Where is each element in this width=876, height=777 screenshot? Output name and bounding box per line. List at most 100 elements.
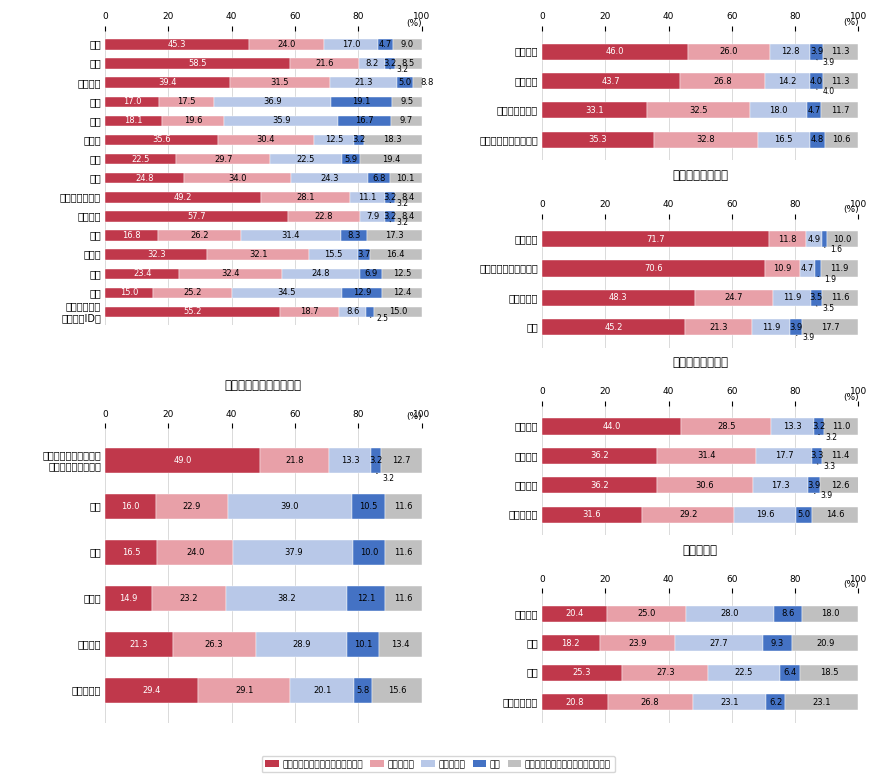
Bar: [105, 154, 176, 165]
Bar: [364, 134, 421, 145]
Text: 18.3: 18.3: [384, 135, 402, 145]
Bar: [393, 39, 421, 50]
Text: 11.9: 11.9: [762, 322, 781, 332]
Bar: [542, 448, 656, 464]
Bar: [395, 211, 421, 221]
Text: 3.9: 3.9: [815, 492, 833, 500]
Text: 18.0: 18.0: [821, 609, 839, 618]
Bar: [792, 636, 858, 651]
Text: 3.9: 3.9: [808, 481, 821, 490]
Text: 31.4: 31.4: [282, 231, 300, 240]
Bar: [381, 448, 421, 473]
Text: 3.7: 3.7: [357, 250, 371, 260]
Text: 15.5: 15.5: [324, 250, 343, 260]
Bar: [825, 131, 858, 148]
Text: 11.1: 11.1: [358, 193, 377, 202]
Bar: [105, 678, 198, 703]
Bar: [542, 73, 681, 89]
Bar: [105, 58, 290, 69]
Bar: [693, 694, 766, 710]
Text: 32.8: 32.8: [696, 135, 715, 145]
Text: 6.2: 6.2: [769, 698, 782, 706]
Text: 29.4: 29.4: [143, 686, 161, 695]
Text: 21.3: 21.3: [710, 322, 728, 332]
Text: 3.2: 3.2: [384, 212, 397, 221]
Bar: [105, 173, 184, 183]
Bar: [324, 39, 378, 50]
Bar: [367, 230, 421, 241]
Bar: [642, 507, 734, 523]
Text: 55.2: 55.2: [183, 308, 201, 316]
Bar: [249, 39, 324, 50]
Text: 17.7: 17.7: [821, 322, 840, 332]
Bar: [215, 96, 331, 107]
Bar: [158, 540, 233, 565]
Text: 18.1: 18.1: [124, 117, 143, 125]
Text: (%): (%): [843, 205, 858, 214]
Bar: [622, 664, 709, 681]
Text: 3.2: 3.2: [370, 456, 383, 465]
Text: 44.0: 44.0: [603, 422, 621, 431]
Bar: [383, 287, 421, 298]
Bar: [105, 249, 208, 260]
Text: 12.5: 12.5: [392, 270, 411, 278]
Text: 30.4: 30.4: [257, 135, 275, 145]
Bar: [152, 586, 226, 611]
Bar: [290, 58, 358, 69]
Bar: [750, 103, 807, 118]
Text: 17.3: 17.3: [385, 231, 404, 240]
Text: (%): (%): [843, 580, 858, 589]
Text: 13.3: 13.3: [783, 422, 802, 431]
Text: 10.1: 10.1: [354, 640, 372, 649]
Text: 15.6: 15.6: [388, 686, 406, 695]
Bar: [105, 78, 230, 88]
Text: 4.8: 4.8: [810, 135, 824, 145]
Bar: [810, 73, 823, 89]
Text: 10.9: 10.9: [774, 264, 792, 273]
Text: 12.1: 12.1: [357, 594, 375, 603]
Text: 28.1: 28.1: [296, 193, 314, 202]
Text: 9.5: 9.5: [400, 97, 413, 106]
Text: 3.3: 3.3: [810, 451, 823, 460]
Text: 13.3: 13.3: [341, 456, 359, 465]
Text: 26.3: 26.3: [205, 640, 223, 649]
Bar: [758, 131, 809, 148]
Bar: [105, 116, 162, 126]
Text: 71.7: 71.7: [646, 235, 665, 243]
Bar: [823, 448, 858, 464]
Bar: [339, 307, 366, 317]
Bar: [152, 287, 232, 298]
Bar: [226, 586, 347, 611]
Text: 39.4: 39.4: [159, 78, 177, 87]
Bar: [291, 173, 368, 183]
Text: 9.3: 9.3: [771, 639, 784, 648]
Text: (%): (%): [406, 413, 421, 421]
Text: 4.0: 4.0: [809, 76, 823, 85]
Text: (%): (%): [843, 392, 858, 402]
Text: 12.5: 12.5: [325, 135, 343, 145]
Text: 29.1: 29.1: [235, 686, 253, 695]
Bar: [105, 134, 218, 145]
Text: 3.9: 3.9: [789, 322, 803, 332]
Text: (%): (%): [406, 19, 421, 28]
Text: 35.3: 35.3: [589, 135, 607, 145]
Text: 14.9: 14.9: [119, 594, 138, 603]
Bar: [233, 540, 353, 565]
Text: 5.8: 5.8: [357, 686, 370, 695]
Text: 24.7: 24.7: [724, 294, 743, 302]
Text: 5.9: 5.9: [344, 155, 357, 164]
Text: 16.5: 16.5: [774, 135, 793, 145]
Text: 3.2: 3.2: [390, 218, 408, 227]
Bar: [814, 418, 823, 434]
Text: 32.5: 32.5: [689, 106, 708, 115]
Bar: [390, 173, 421, 183]
Text: 36.2: 36.2: [590, 481, 609, 490]
Text: 3.2: 3.2: [818, 433, 837, 441]
Bar: [180, 269, 282, 279]
Text: 14.6: 14.6: [826, 510, 844, 519]
Bar: [770, 44, 810, 60]
Bar: [392, 96, 421, 107]
Title: 【生命・身体関係情報】: 【生命・身体関係情報】: [225, 378, 302, 392]
Bar: [756, 448, 812, 464]
Bar: [542, 507, 642, 523]
